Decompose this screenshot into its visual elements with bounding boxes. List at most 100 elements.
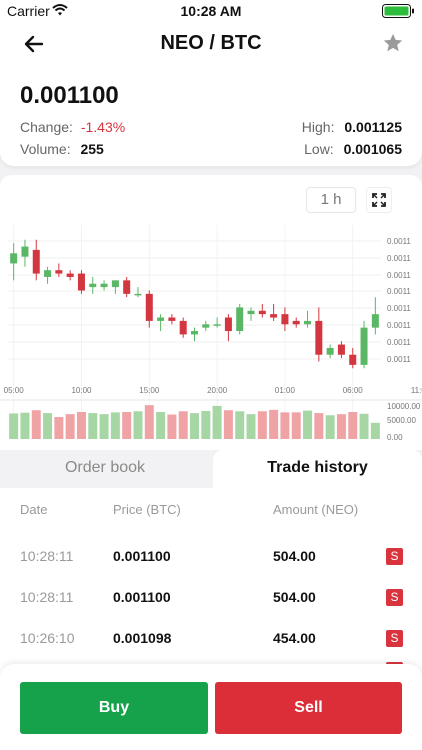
buy-button[interactable]: Buy <box>20 682 208 734</box>
candle-body <box>281 314 289 325</box>
tab-trade-history[interactable]: Trade history <box>213 450 422 488</box>
volume-bar <box>201 410 211 439</box>
trade-date: 10:28:11 <box>20 548 74 564</box>
candle-body <box>191 331 198 335</box>
volume-bar <box>280 412 290 439</box>
ticker-card: 0.001100 Change: -1.43% Volume: 255 High… <box>0 66 422 166</box>
change-label: Change: <box>20 119 73 135</box>
volume-bar <box>88 413 98 439</box>
volume-bar <box>178 411 188 439</box>
battery-icon <box>382 4 414 18</box>
favorite-star-icon[interactable] <box>382 32 404 54</box>
price-axis-label: 0.0011 <box>387 254 411 263</box>
action-bar: Buy Sell <box>0 664 422 750</box>
change-row: Change: -1.43% <box>20 119 125 135</box>
trade-price: 0.001098 <box>113 630 172 646</box>
time-axis-label: 06:00 <box>343 386 364 395</box>
candle-body <box>213 324 221 326</box>
nav-bar: NEO / BTC <box>0 22 422 66</box>
candle-body <box>224 317 232 332</box>
price-axis-label: 0.0011 <box>387 237 411 246</box>
fullscreen-expand-icon[interactable] <box>366 187 392 213</box>
change-value: -1.43% <box>80 119 126 135</box>
candle-body <box>337 344 345 355</box>
volume-bar <box>370 422 380 439</box>
volume-bar <box>212 405 222 439</box>
volume-bar <box>156 412 166 439</box>
trade-amount: 504.00 <box>273 589 316 605</box>
volume-label: Volume: <box>20 141 71 157</box>
volume-axis-label: 0.00 <box>387 433 403 442</box>
carrier-label: Carrier <box>7 3 50 19</box>
candle-body <box>179 320 187 335</box>
volume-bar <box>303 410 313 439</box>
candle-body <box>304 320 312 325</box>
volume-bar <box>314 413 324 439</box>
volume-bar <box>291 412 301 439</box>
time-axis-label: 05:00 <box>4 386 25 395</box>
volume-bar <box>359 413 369 439</box>
tab-bar: Order book Trade history <box>0 450 422 488</box>
timeframe-button[interactable]: 1 h <box>306 187 356 213</box>
wifi-icon <box>52 4 68 16</box>
volume-bar <box>110 412 120 439</box>
candle-body <box>89 283 97 288</box>
candle-body <box>157 317 165 321</box>
volume-bar <box>20 412 30 439</box>
candle-body <box>10 253 18 264</box>
trade-row: 10:28:11 0.001100 504.00 S <box>0 536 422 578</box>
candle-body <box>44 270 52 277</box>
candle-body <box>55 270 63 274</box>
candle-body <box>202 324 210 328</box>
volume-bar <box>99 414 109 439</box>
candle-body <box>360 327 368 365</box>
column-header-price: Price (BTC) <box>113 502 181 517</box>
sell-button[interactable]: Sell <box>215 682 402 734</box>
volume-bar <box>235 411 245 439</box>
trade-date: 10:28:11 <box>20 589 74 605</box>
candle-body <box>134 293 142 296</box>
high-row: High: 0.001125 <box>302 119 402 135</box>
candle-body <box>371 314 379 328</box>
price-axis-label: 0.0011 <box>387 338 411 347</box>
status-bar: Carrier 10:28 AM <box>0 0 422 22</box>
price-axis-label: 0.0011 <box>387 271 411 280</box>
trade-date: 10:26:10 <box>20 630 75 646</box>
time-axis-label: 10:00 <box>71 386 92 395</box>
trade-amount: 454.00 <box>273 630 316 646</box>
trade-price: 0.001100 <box>113 589 171 605</box>
volume-axis-label: 5000.00 <box>387 416 416 425</box>
candle-body <box>168 317 176 321</box>
candle-body <box>315 320 323 355</box>
volume-bar <box>223 410 233 439</box>
last-price: 0.001100 <box>20 82 119 109</box>
price-axis-label: 0.0011 <box>387 321 411 330</box>
volume-bar <box>9 413 19 439</box>
time-axis-label: 11:00 <box>411 386 422 395</box>
sell-side-badge: S <box>386 589 403 606</box>
price-axis-label: 0.0011 <box>387 304 411 313</box>
tab-order-book[interactable]: Order book <box>64 459 146 476</box>
candle-body <box>32 249 40 274</box>
candlestick-chart[interactable]: 0.0011 0.0011 0.0011 0.0011 0.0011 0.0011 0.00… <box>0 225 422 450</box>
trade-price: 0.001100 <box>113 548 171 564</box>
volume-bar <box>325 415 335 439</box>
trade-row: 10:28:11 0.001100 504.00 S <box>0 577 422 619</box>
volume-bar <box>76 412 86 439</box>
volume-bar <box>336 414 346 439</box>
volume-bar <box>133 411 143 439</box>
candle-body <box>21 246 29 257</box>
candle-body <box>123 280 131 294</box>
column-header-amount: Amount (NEO) <box>273 502 359 517</box>
time-axis-label: 20:00 <box>207 386 228 395</box>
volume-bar <box>144 405 154 439</box>
back-arrow-icon[interactable] <box>20 30 48 58</box>
volume-bar <box>348 412 358 439</box>
chart-card: 1 h 0.0011 0.0011 0.0011 0.0011 0.0011 0.0011… <box>0 175 422 450</box>
low-value: 0.001065 <box>343 141 402 157</box>
volume-bar <box>65 414 75 439</box>
status-time: 10:28 AM <box>180 3 242 19</box>
candle-body <box>292 320 300 325</box>
volume-bar <box>269 409 279 439</box>
sell-side-badge: S <box>386 630 403 647</box>
